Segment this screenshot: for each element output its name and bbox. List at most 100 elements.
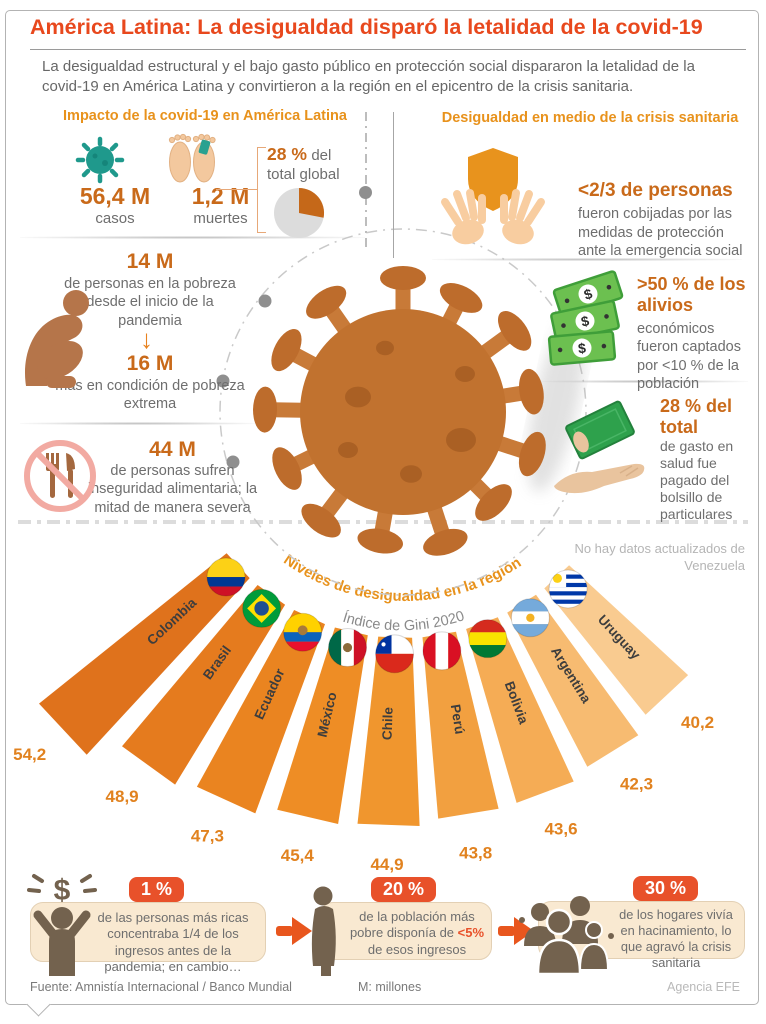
card-rich-badge: 1 % [129, 877, 185, 902]
gini-bar-brasil [122, 585, 286, 785]
rich-person-dollar-icon: $ [27, 874, 97, 976]
down-arrow-icon: ↓ [140, 324, 153, 354]
no-food-icon [24, 440, 96, 512]
cases-label: casos [95, 210, 135, 227]
gini-bar-mexico [277, 627, 368, 824]
page-frame [5, 10, 759, 1005]
gini-value-label: 43,6 [544, 820, 577, 839]
card-poor-badge: 20 % [371, 877, 437, 902]
gray-dot [359, 186, 372, 199]
gini-value-label: 45,4 [281, 846, 315, 865]
gini-bar-colombia [39, 553, 250, 755]
card-poor-post: de esos ingresos [367, 941, 467, 957]
bolivia-flag [468, 619, 508, 659]
gray-dot [226, 455, 240, 469]
global-share-value: 28 % [267, 144, 307, 164]
dashed-orbit [219, 228, 587, 596]
right-section-title: Desigualdad en medio de la crisis sanita… [441, 110, 739, 126]
page-subtitle: La desigualdad estructural y el bajo gas… [42, 58, 695, 95]
card-poor-pre: de la población más pobre disponía de [349, 909, 475, 941]
card-poor: 20 % de la población más pobre disponía … [320, 877, 492, 960]
page-title: América Latina: La desigualdad disparó l… [30, 15, 703, 39]
pie-chart-icon [274, 187, 325, 238]
global-share-suffix: del [311, 147, 332, 164]
bracket-vertical [257, 147, 258, 233]
gini-value-label: 42,3 [620, 774, 653, 793]
virus-body [300, 309, 506, 515]
gray-dot [216, 374, 230, 388]
gini-bar-argentina [507, 594, 639, 767]
uruguay-flag [548, 569, 588, 609]
gini-value-label: 40,2 [681, 713, 714, 732]
pie-wedge [299, 187, 325, 218]
right-divider-1 [432, 258, 742, 261]
global-share-line2: total global [267, 166, 340, 184]
extreme-poverty-value: 16 M [126, 352, 174, 375]
gini-value-label: 48,9 [106, 787, 139, 806]
crouching-person-icon [24, 290, 89, 388]
left-section-title: Impacto de la covid-19 en América Latina [63, 108, 347, 124]
footer-note: M: millones [358, 980, 422, 994]
card-households-text: de los hogares vivía en hacinamiento, lo… [619, 907, 733, 971]
footer-agency: Agencia EFE [667, 980, 740, 994]
food-text: de personas sufren inseguridad alimentar… [87, 463, 258, 516]
dollar-glyph: $ [577, 340, 586, 357]
title-divider [30, 49, 746, 50]
virus-icon [75, 136, 125, 184]
bracket-tick-bottom [257, 232, 266, 233]
dollar-glyph: $ [580, 312, 591, 329]
arrow-right-icon [276, 917, 312, 945]
right-divider-2 [540, 380, 748, 383]
protection-text: fueron cobijadas por las medidas de prot… [578, 206, 743, 260]
ecuador-flag [283, 612, 323, 652]
gini-bar-bolivia [466, 617, 574, 803]
left-divider-2 [20, 422, 255, 425]
relief-text: económicos fueron captados por <10 % de … [637, 321, 741, 392]
colombia-flag [206, 557, 246, 597]
feet-tag-icon [168, 133, 216, 183]
gini-value-label: 47,3 [191, 826, 224, 845]
brasil-flag [242, 588, 282, 628]
footer-source: Fuente: Amnistía Internacional / Banco M… [30, 980, 292, 994]
peru-flag [422, 631, 462, 671]
relief-value: >50 % de los alivios [637, 274, 746, 315]
gini-value-label: 44,9 [370, 855, 403, 874]
gini-bar-peru [422, 631, 499, 819]
protection-value: <2/3 de personas [578, 180, 733, 201]
money-hand-icon [554, 400, 645, 494]
poverty-text: de personas en la pobreza desde el inici… [64, 276, 236, 329]
cases-value: 56,4 M [79, 183, 151, 209]
deaths-value: 1,2 M [191, 183, 250, 209]
health-spend-value: 28 % del total [660, 396, 733, 437]
global-share-block: 28 % del total global [267, 144, 359, 184]
gini-bar-chile [357, 636, 420, 826]
gray-dot [258, 294, 272, 308]
poor-person-icon [311, 886, 336, 976]
card-households-badge: 30 % [633, 876, 699, 901]
crowd-icon [519, 896, 614, 976]
banknotes-icon: $ $ $ [547, 270, 624, 366]
health-spend-text: de gasto en salud fue pagado del bolsill… [660, 438, 734, 523]
gini-bar-ecuador [196, 610, 325, 814]
left-divider-1 [20, 236, 365, 239]
poverty-value: 14 M [126, 250, 174, 273]
gini-value-label: 54,2 [13, 745, 46, 764]
extreme-poverty-text: más en condición de pobreza extrema [55, 378, 245, 413]
argentina-flag [510, 598, 550, 638]
country-label: Perú [448, 703, 468, 735]
card-rich-text: de las personas más ricas concentraba 1/… [97, 910, 249, 975]
mexico-flag [328, 628, 368, 668]
gini-value-label: 43,8 [459, 843, 492, 862]
venezuela-note: No hay datos actualizados de Venezuela [574, 541, 745, 573]
deaths-label: muertes [193, 210, 248, 227]
bracket-tick-top [257, 147, 266, 148]
card-poor-text: de la población más pobre disponía de <5… [349, 909, 485, 958]
vertical-divider [393, 112, 394, 258]
country-label: Chile [380, 706, 396, 740]
card-poor-highlight: <5% [457, 925, 485, 941]
dollar-glyph: $ [54, 874, 71, 907]
food-value: 44 M [149, 438, 196, 461]
